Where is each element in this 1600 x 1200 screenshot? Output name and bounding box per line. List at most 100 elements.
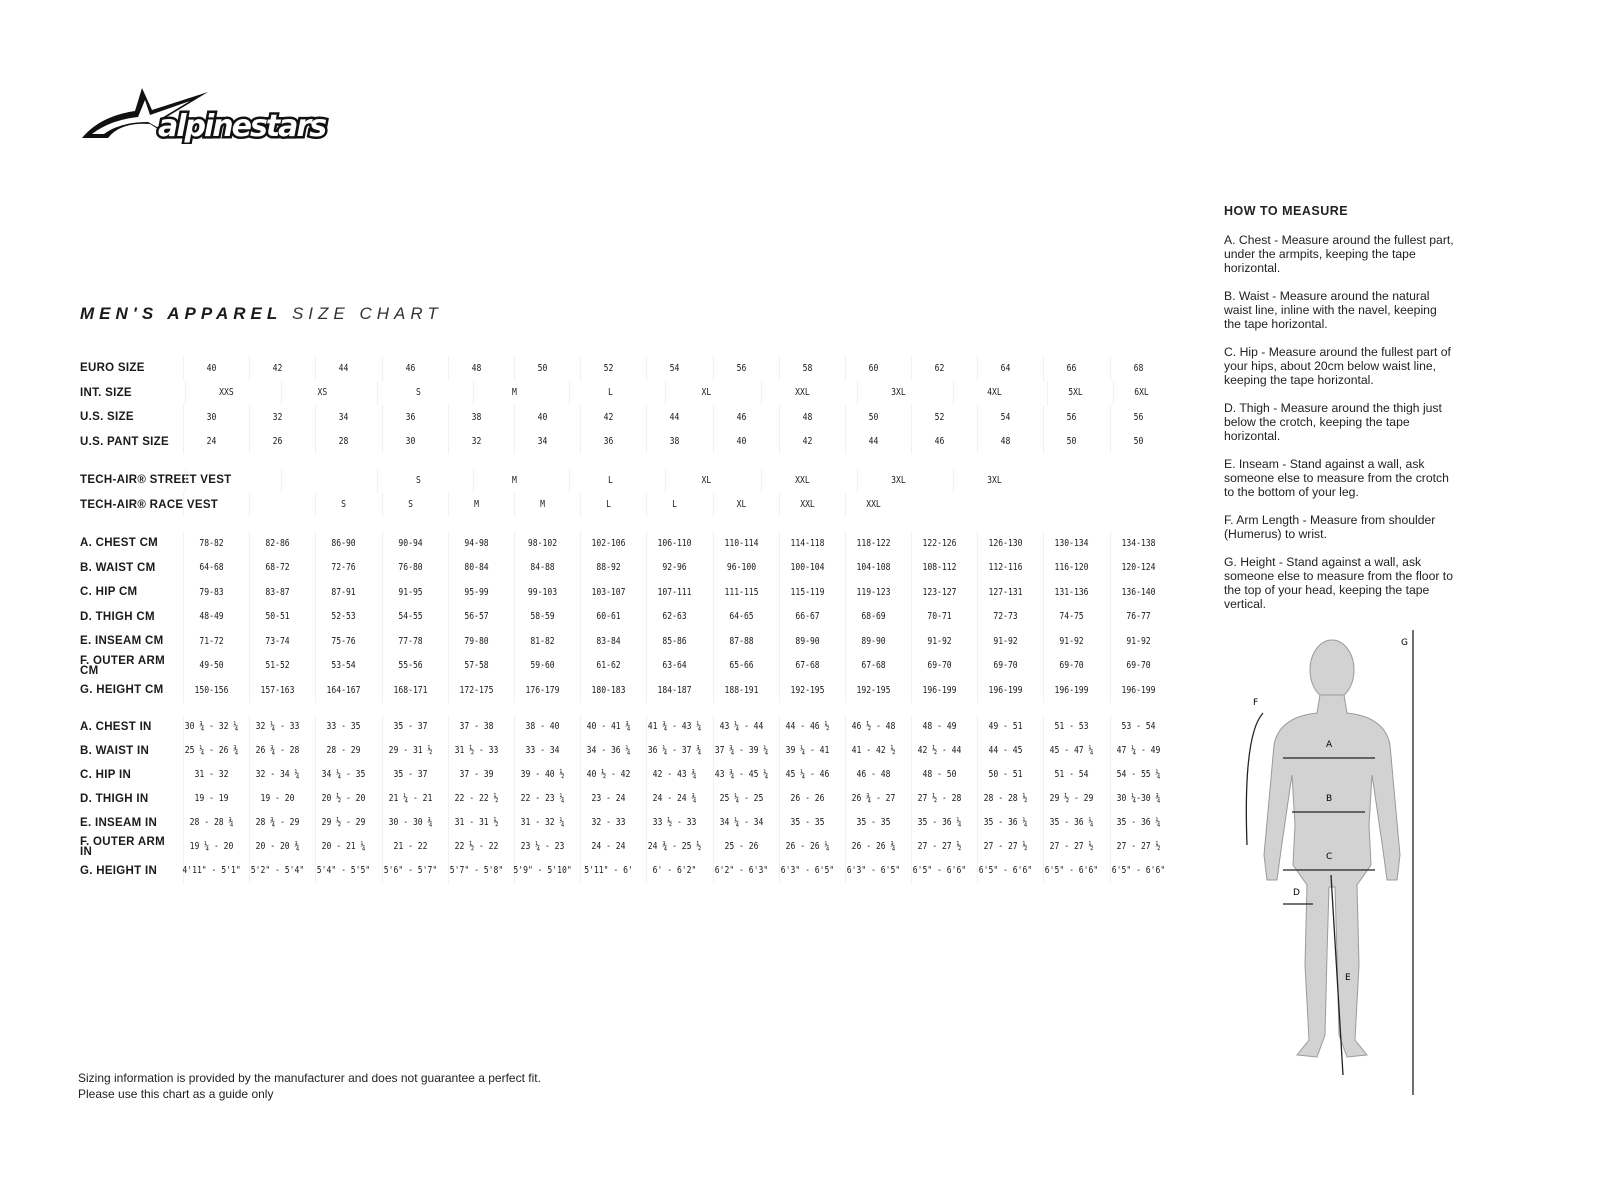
table-cell: 127-131: [977, 580, 1033, 605]
table-cell: 81-82: [513, 629, 570, 654]
table-cell: 30: [381, 429, 438, 454]
table-cell: 63-64: [646, 653, 702, 678]
table-cell: XL: [665, 468, 747, 493]
table-cell: 3XL: [857, 468, 939, 493]
table-cell: 83-84: [580, 629, 636, 654]
table-cell: 62: [911, 356, 967, 381]
table-cell: 32: [249, 405, 305, 430]
table-cell: 66: [1043, 356, 1099, 381]
row-us-pant-size: U.S. PANT SIZE 24 26 28 30 32 34 36 38 40 42 44 46 48…: [80, 429, 1172, 454]
table-cell: 36 ¼ - 37 ¾: [646, 738, 702, 763]
table-cell: 116-120: [1043, 555, 1099, 580]
table-cell: [185, 468, 267, 493]
row-label: TECH-AIR® RACE VEST: [80, 498, 219, 511]
table-cell: S: [315, 492, 371, 517]
table-cell: 115-119: [778, 580, 835, 605]
table-cell: XXS: [185, 380, 267, 405]
row-in-0: A. CHEST IN 30 ¾ - 32 ¼ 32 ¼ - 33 33 - 35 35…: [80, 714, 1172, 739]
table-cell: 37 - 38: [447, 714, 504, 739]
table-cell: 27 - 27 ½: [977, 834, 1033, 859]
table-cell: M: [447, 492, 504, 517]
table-cell: 86-90: [315, 531, 371, 556]
table-cell: 192-195: [844, 678, 901, 703]
table-cell: 48: [778, 405, 835, 430]
label-a: A: [1326, 740, 1333, 750]
disclaimer-line-1: Sizing information is provided by the ma…: [78, 1071, 541, 1085]
table-cell: 49-50: [182, 653, 239, 678]
table-cell: 43 ¾ - 45 ¼: [712, 762, 768, 787]
table-cell: 28 ¾ - 29: [249, 810, 305, 835]
table-cell: 54-55: [381, 604, 438, 629]
table-cell: 42: [778, 429, 835, 454]
label-d: D: [1293, 888, 1300, 898]
table-cell: 23 - 24: [580, 786, 636, 811]
table-cell: 46 ½ - 48: [844, 714, 901, 739]
table-cell: 91-95: [381, 580, 438, 605]
table-cell: XXL: [778, 492, 835, 517]
table-cell: 31 - 32 ¼: [513, 810, 570, 835]
table-cell: 22 - 22 ½: [447, 786, 504, 811]
table-cell: 32 - 34 ¼: [249, 762, 305, 787]
table-cell: 6'5" - 6'6": [1043, 858, 1099, 883]
table-cell: 37 ¾ - 39 ¼: [712, 738, 768, 763]
table-cell: 56: [712, 356, 768, 381]
row-in-6: G. HEIGHT IN 4'11" - 5'1" 5'2" - 5'4" 5'4" …: [80, 858, 1172, 883]
how-to-measure: HOW TO MEASURE A. Chest - Measure around…: [1224, 204, 1454, 625]
table-cell: 110-114: [712, 531, 768, 556]
row-label: U.S. SIZE: [80, 411, 134, 424]
table-cell: 53 - 54: [1109, 714, 1166, 739]
table-cell: 134-138: [1109, 531, 1166, 556]
table-cell: 34 - 36 ¼: [580, 738, 636, 763]
table-cell: 48: [447, 356, 504, 381]
table-cell: 64-68: [182, 555, 239, 580]
row-label: U.S. PANT SIZE: [80, 435, 169, 448]
table-cell: 46: [712, 405, 768, 430]
table-cell: 26 ¾ - 28: [249, 738, 305, 763]
table-cell: 73-74: [249, 629, 305, 654]
table-cell: 120-124: [1109, 555, 1166, 580]
table-cell: 50: [1043, 429, 1099, 454]
table-cell: 72-76: [315, 555, 371, 580]
table-cell: 40: [712, 429, 768, 454]
table-cell: 102-106: [580, 531, 636, 556]
table-cell: 34 ¼ - 34: [712, 810, 768, 835]
table-cell: XXL: [761, 468, 843, 493]
table-cell: 46: [381, 356, 438, 381]
table-cell: 36: [381, 405, 438, 430]
table-cell: 69-70: [1109, 653, 1166, 678]
table-cell: L: [646, 492, 702, 517]
row-cm-6: G. HEIGHT CM 150-156 157-163 164-167 168-171…: [80, 678, 1172, 703]
table-cell: 28 - 28 ½: [977, 786, 1033, 811]
table-cell: 24: [182, 429, 239, 454]
table-cell: 45 ¼ - 46: [778, 762, 835, 787]
table-cell: 164-167: [315, 678, 371, 703]
row-cm-2: C. HIP CM 79-83 83-87 87-91 91-95 95-99 99-103…: [80, 580, 1172, 605]
table-cell: 114-118: [778, 531, 835, 556]
table-cell: 100-104: [778, 555, 835, 580]
table-cell: 48: [977, 429, 1033, 454]
table-cell: M: [473, 380, 555, 405]
table-cell: 76-77: [1109, 604, 1166, 629]
row-in-3: D. THIGH IN 19 - 19 19 - 20 20 ½ - 20 21 ¼ -…: [80, 786, 1172, 811]
table-cell: 94-98: [447, 531, 504, 556]
table-cell: 107-111: [646, 580, 702, 605]
table-cell: 19 - 19: [182, 786, 239, 811]
table-cell: 66-67: [778, 604, 835, 629]
table-cell: 79-80: [447, 629, 504, 654]
table-cell: 131-136: [1043, 580, 1099, 605]
table-cell: 34 ¼ - 35: [315, 762, 371, 787]
table-cell: 27 - 27 ½: [1043, 834, 1099, 859]
table-cell: 40 - 41 ¾: [580, 714, 636, 739]
table-cell: 28: [315, 429, 371, 454]
table-cell: M: [473, 468, 555, 493]
table-cell: 69-70: [977, 653, 1033, 678]
table-cell: 38: [646, 429, 702, 454]
row-label: A. CHEST CM: [80, 537, 159, 550]
table-cell: 5'2" - 5'4": [249, 858, 305, 883]
row-int-size: INT. SIZE XXS XS S M L XL XXL 3XL 4XL 5XL 6XL: [80, 380, 1172, 405]
table-cell: 96-100: [712, 555, 768, 580]
table-cell: 50: [1109, 429, 1166, 454]
table-cell: 38 - 40: [513, 714, 570, 739]
row-in-1: B. WAIST IN 25 ¼ - 26 ¾ 26 ¾ - 28 28 - 29 29…: [80, 738, 1172, 763]
table-cell: 196-199: [911, 678, 967, 703]
